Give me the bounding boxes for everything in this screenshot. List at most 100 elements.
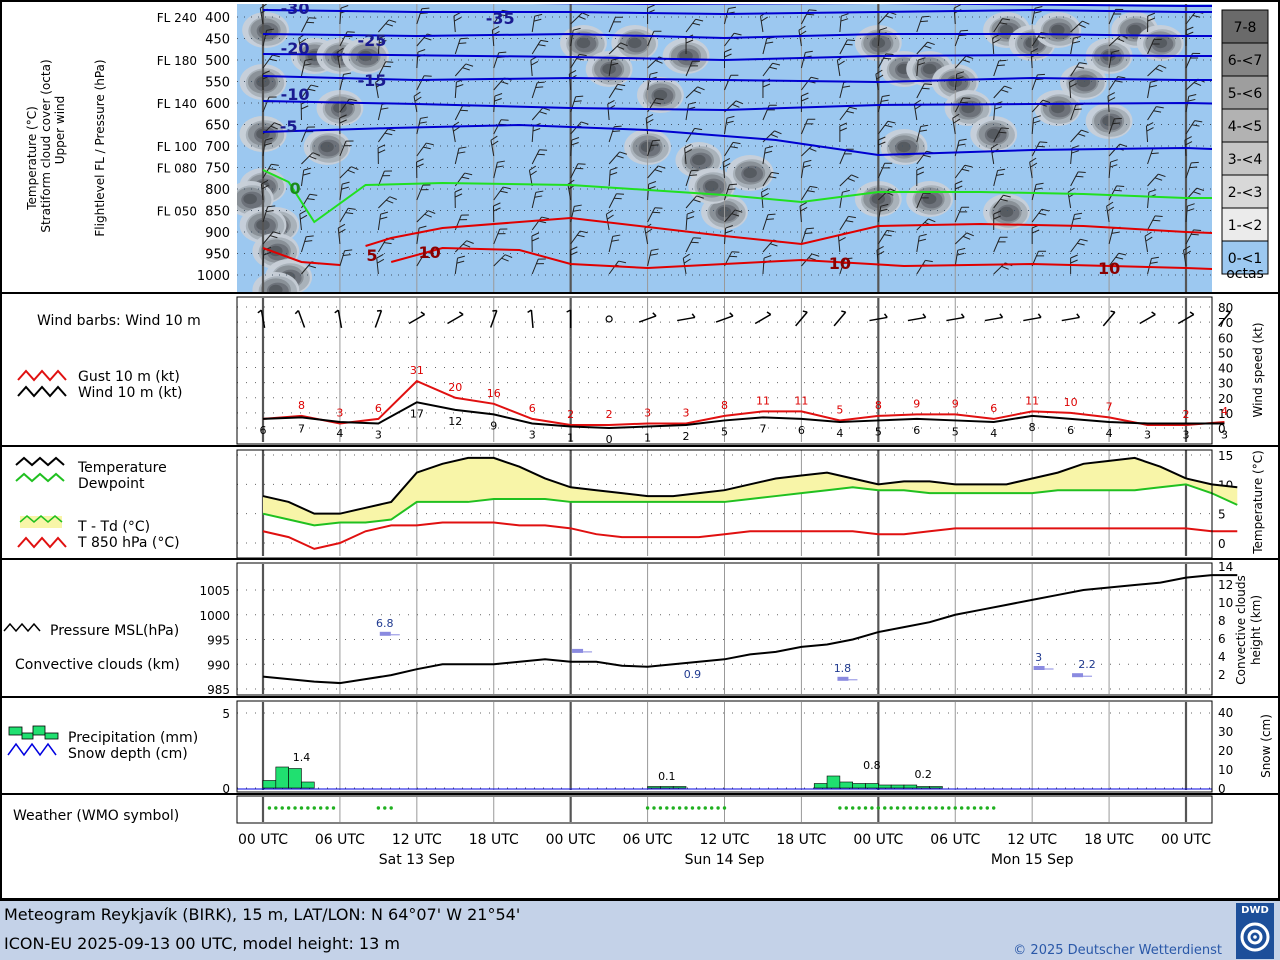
upper-wind-barb	[761, 188, 769, 209]
barb-flag	[837, 60, 845, 66]
wind-y-tick: 30	[1218, 377, 1233, 391]
barb-flag	[876, 74, 884, 80]
barb-shaft	[762, 239, 774, 253]
barb-flag	[1072, 40, 1081, 44]
barb-shaft	[993, 170, 999, 187]
barb-shaft	[454, 148, 460, 165]
barb-shaft	[677, 316, 696, 322]
upper-wind-barb	[377, 61, 394, 77]
flight-level-label: FL 050	[157, 205, 197, 219]
cloud-shade	[692, 154, 706, 166]
barb-flag	[810, 76, 819, 80]
barb-flag	[490, 135, 498, 141]
barb-shaft	[408, 313, 426, 325]
upper-wind-barb	[685, 237, 701, 253]
wind-barb	[489, 309, 498, 328]
barb-shaft	[1108, 162, 1111, 179]
barb-flag	[801, 92, 809, 97]
upper-wind-barb	[416, 116, 429, 135]
gust-value-label: 9	[952, 397, 959, 410]
barb-flag	[959, 138, 967, 141]
barb-flag	[257, 309, 262, 314]
barb-flag	[653, 30, 662, 32]
barb-flag	[657, 165, 666, 169]
barb-flag	[725, 230, 733, 234]
barb-shaft	[685, 170, 692, 187]
barb-flag	[917, 62, 926, 66]
barb-flag	[1114, 80, 1123, 83]
barb-flag	[842, 189, 850, 193]
temp-y-tick: 5	[1218, 508, 1226, 522]
upper-wind-barb	[685, 211, 695, 231]
precip-value-label: 0.2	[914, 768, 932, 781]
precip-bar	[852, 783, 866, 789]
barb-shaft	[377, 19, 390, 33]
hour-label: 06 UTC	[930, 832, 980, 848]
barb-flag	[1190, 57, 1199, 59]
barb-shaft	[685, 214, 688, 231]
barb-shaft	[262, 30, 268, 47]
convective-cloud-bar	[572, 648, 584, 653]
upper-wind-barb	[954, 206, 970, 223]
barb-flag	[272, 54, 280, 58]
barb-flag	[848, 215, 856, 219]
rain-drizzle-symbol	[671, 806, 675, 810]
snow-y-tick: 0	[1218, 782, 1226, 796]
barb-flag	[1145, 236, 1153, 242]
barb-flag	[268, 96, 277, 98]
barb-flag	[919, 233, 927, 237]
wind-barb	[677, 313, 696, 322]
barb-flag	[649, 71, 658, 75]
rain-drizzle-symbol	[318, 806, 323, 810]
pressure-label: 550	[205, 76, 230, 91]
barb-flag	[384, 170, 392, 172]
barb-flag	[651, 248, 659, 251]
wind-barb	[715, 312, 734, 323]
barb-shaft	[954, 55, 967, 69]
barb-flag	[880, 203, 889, 207]
wind-barb	[527, 309, 534, 329]
barb-flag	[300, 214, 308, 220]
barb-flag	[499, 14, 508, 17]
spread-legend: T - Td (°C)	[77, 519, 150, 535]
rain-drizzle-symbol	[299, 806, 304, 810]
barb-flag	[1188, 94, 1197, 97]
wind-value-label: 9	[490, 419, 497, 432]
barb-flag	[454, 188, 463, 193]
barb-shaft	[801, 144, 814, 157]
barb-flag	[878, 141, 886, 146]
rain-drizzle-symbol	[280, 806, 284, 810]
barb-flag	[579, 53, 587, 57]
barb-flag	[1184, 250, 1191, 256]
barb-flag	[1034, 6, 1043, 9]
barb-flag	[383, 65, 392, 68]
wind-barb	[869, 313, 888, 322]
hour-label: 18 UTC	[1084, 832, 1134, 848]
precip-bar	[890, 784, 905, 789]
barb-shaft	[1031, 99, 1044, 113]
barb-flag	[804, 232, 813, 235]
barb-shaft	[1147, 39, 1155, 55]
barb-flag	[385, 199, 394, 204]
cloud-shade	[653, 89, 668, 101]
upper-wind-barb	[647, 181, 657, 201]
barb-flag	[1076, 66, 1085, 69]
barb-flag	[1113, 13, 1122, 15]
barb-shaft	[570, 12, 583, 25]
barb-shaft	[1147, 106, 1157, 121]
barb-flag	[465, 63, 474, 67]
barb-shaft	[1147, 192, 1150, 209]
rain-drizzle-symbol	[857, 806, 861, 810]
upper-wind-barb	[992, 34, 1000, 55]
wind-y-tick: 80	[1218, 301, 1233, 315]
gust-value-label: 11	[1025, 394, 1039, 407]
barb-flag	[534, 13, 543, 17]
barb-flag	[839, 127, 848, 132]
barb-flag	[336, 47, 344, 53]
cloud-shade	[628, 37, 642, 49]
convective-cloud-label: 0.9	[684, 668, 702, 681]
barb-flag	[303, 167, 312, 171]
barb-flag	[774, 130, 782, 135]
barb-shaft	[839, 39, 848, 55]
barb-flag	[344, 249, 353, 252]
